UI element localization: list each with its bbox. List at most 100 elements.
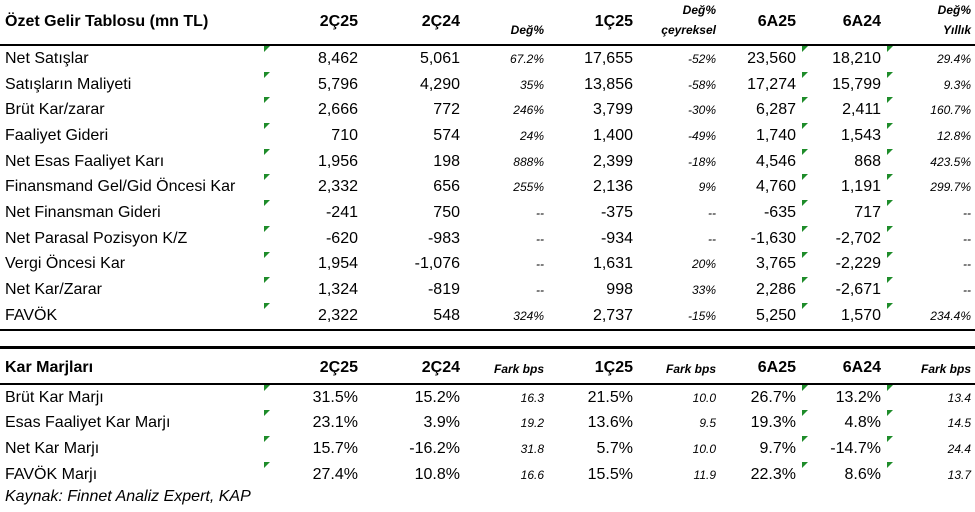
table-cell: 8,462 [262,45,362,72]
table-cell: 2,286 [755,281,796,299]
table-cell: 19.3% [750,414,796,432]
table-row: Finansmand Gel/Gid Öncesi Kar 2,332 656 255… [0,174,975,200]
table-cell: 19.2 [520,416,544,431]
table-cell: 3,799 [592,101,633,119]
table-cell: 9% [698,180,716,195]
table-cell: 6,287 [755,101,796,119]
table-cell: 67.2% [509,51,544,66]
table-cell: -14.7% [800,436,885,462]
table-cell: 31.5% [262,383,362,411]
table-cell: 2,332 [262,174,362,200]
column-header: 6A25 [720,0,800,46]
table-row: Net Kar/Zarar 1,324 -819 -- 998 33% 2,286 -2,67… [0,277,975,303]
table-cell: 17,655 [584,49,633,67]
table-cell: 246% [513,103,544,118]
table-cell: 17,274 [747,75,796,93]
column-header: 2Ç24 [362,0,464,46]
row-label: Net Finansman Gideri [5,203,161,221]
table-cell: -- [885,277,975,303]
row-label: Net Kar Marjı [5,439,100,457]
table-cell: 13.7 [885,461,975,488]
column-header: 2Ç25 [262,0,362,46]
table-cell: 1,324 [262,277,362,303]
table-cell: -- [536,283,544,298]
table-cell: 3,765 [755,255,796,273]
table-cell: 18,210 [800,45,885,72]
table-cell: 574 [433,126,460,144]
table-title: Özet Gelir Tablosu (mn TL) [0,0,262,46]
table-cell: 198 [433,152,460,170]
table-cell: 15.2% [414,388,460,406]
column-header: Fark bps [464,353,548,385]
table-cell: 22.3% [750,465,796,483]
table-cell: 1,543 [800,123,885,149]
table-cell: -983 [427,229,460,247]
table-cell: 26.7% [750,388,796,406]
table-cell: -2,671 [800,277,885,303]
table-cell: 1,740 [755,126,796,144]
table-cell: -18% [687,154,716,169]
table-cell: 29.4% [885,45,975,72]
table-cell: -620 [262,225,362,252]
table-row: Net Finansman Gideri -241 750 -- -375 -- -635 7… [0,200,975,226]
table-cell: 2,666 [262,97,362,123]
table-cell: 1,191 [800,174,885,200]
table-cell: 255% [513,180,544,195]
table-cell: 1,954 [262,251,362,278]
table-row: Net Satışlar 8,462 5,061 67.2% 17,655 -52% 23,… [0,45,975,72]
income-header-row: Özet Gelir Tablosu (mn TL) 2Ç25 2Ç24 Değ% 1Ç… [0,0,975,46]
table-cell: 4,546 [755,152,796,170]
column-header: Değ% [464,0,548,46]
margins-table: Kar Marjları 2Ç25 2Ç24 Fark bps 1Ç25 Fark bps… [0,353,975,487]
table-cell: 234.4% [885,302,975,331]
table-row: Brüt Kar/zarar 2,666 772 246% 3,799 -30% 6,287… [0,97,975,123]
table-cell: -15% [637,302,720,331]
table-title: Kar Marjları [0,353,262,385]
row-label: Vergi Öncesi Kar [5,255,126,273]
table-cell: 160.7% [885,97,975,123]
income-statement-table: Özet Gelir Tablosu (mn TL) 2Ç25 2Ç24 Değ% 1Ç… [0,0,975,331]
row-label: Faaliyet Gideri [5,126,109,144]
table-cell: 868 [800,148,885,175]
row-label: Net Esas Faaliyet Karı [5,152,165,170]
table-cell: -- [885,225,975,252]
table-cell: 1,956 [262,148,362,175]
table-cell: 772 [433,101,460,119]
row-label: FAVÖK Marjı [5,465,98,483]
table-cell: -- [885,251,975,278]
table-cell: 24% [519,128,544,143]
table-row: Faaliyet Gideri 710 574 24% 1,400 -49% 1,740 1,… [0,123,975,149]
table-cell: 2,399 [592,152,633,170]
table-row: FAVÖK 2,322 548 324% 2,737 -15% 5,250 1,570 234.… [0,302,975,331]
column-header: Değ% Yıllık [885,0,975,46]
column-header: 2Ç25 [262,353,362,385]
table-cell: 548 [362,302,464,331]
table-cell: 2,136 [592,178,633,196]
table-cell: -- [536,257,544,272]
table-row: Net Parasal Pozisyon K/Z -620 -983 -- -934 --… [0,225,975,252]
column-header: 6A24 [800,353,885,385]
table-cell: 9.7% [759,439,796,457]
table-cell: 3.9% [423,414,460,432]
row-label: Brüt Kar Marjı [5,388,104,406]
table-cell: 324% [464,302,548,331]
table-cell: -- [536,205,544,220]
column-header: Fark bps [637,353,720,385]
table-cell: 2,411 [800,97,885,123]
column-header: 1Ç25 [548,0,637,46]
row-label: FAVÖK [0,302,262,331]
table-cell: 11.9 [693,467,716,482]
table-cell: 20% [691,257,716,272]
table-cell: 750 [433,203,460,221]
table-cell: 13,856 [584,75,633,93]
row-label: Brüt Kar/zarar [5,101,105,119]
table-cell: -58% [687,77,716,92]
table-cell: -- [885,200,975,226]
column-header: Değ% çeyreksel [637,0,720,46]
table-cell: -1,630 [750,229,796,247]
table-cell: 9.3% [885,71,975,98]
table-cell: -49% [687,128,716,143]
table-cell: 9.5 [699,416,716,431]
table-cell: 4,760 [755,178,796,196]
row-label: Net Parasal Pozisyon K/Z [5,229,188,247]
